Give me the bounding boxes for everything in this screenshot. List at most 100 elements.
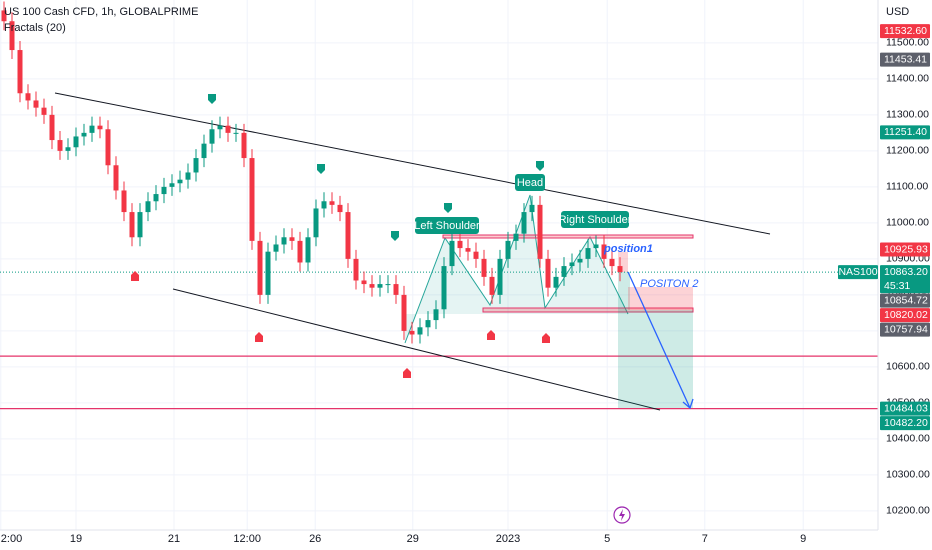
candle-body — [353, 258, 359, 281]
candle-body — [545, 258, 551, 288]
x-tick-label: 26 — [309, 533, 321, 545]
candle-body — [505, 240, 511, 259]
candle-body — [385, 284, 391, 286]
price-tag — [880, 293, 930, 308]
candle-body — [81, 132, 87, 137]
candle-body — [145, 201, 151, 213]
price-tag — [880, 401, 930, 416]
chart-title: US 100 Cash CFD, 1h, GLOBALPRIME — [4, 6, 198, 18]
y-tick-label: 10300.00 — [886, 469, 930, 481]
price-tag — [880, 242, 930, 257]
candle-body — [361, 280, 367, 285]
candle-body — [25, 93, 31, 101]
candle-body — [313, 208, 319, 238]
candle-body — [273, 244, 279, 252]
trend-line — [172, 288, 661, 411]
candle-body — [177, 179, 183, 184]
candle-body — [473, 251, 479, 259]
countdown: 45:31 — [884, 280, 910, 292]
y-tick-label: 11000.00 — [886, 217, 929, 229]
candle-body — [305, 237, 311, 263]
drawings — [54, 92, 771, 411]
resistance-zone — [442, 234, 694, 239]
candle-body — [345, 212, 351, 259]
candle-body — [553, 276, 559, 288]
candles — [1, 1, 623, 344]
fractals — [131, 271, 550, 378]
price-tag-label: 10482.20 — [884, 417, 928, 429]
price-tag — [880, 52, 930, 67]
price-tag — [880, 308, 930, 323]
candle-body — [281, 237, 287, 245]
candle-body — [513, 233, 519, 241]
position-stop — [628, 287, 693, 310]
candle-body — [161, 186, 167, 195]
label-box — [561, 211, 629, 228]
candle-body — [377, 284, 383, 288]
candle-body — [225, 125, 231, 133]
candle-body — [577, 258, 583, 263]
candle-body — [337, 204, 343, 213]
annotations: Left Shoulder Head Right Shoulder positi… — [414, 174, 698, 290]
y-tick-label: 10200.00 — [886, 505, 930, 517]
position-stop — [618, 252, 628, 272]
candle-body — [593, 244, 599, 249]
x-tick-label: 2:00 — [1, 533, 22, 545]
indicator-label: Fractals (20) — [4, 22, 66, 34]
price-tag — [880, 24, 930, 39]
price-tag-label: 10854.72 — [884, 294, 928, 306]
x-tick-label: 7 — [702, 533, 708, 545]
candle-body — [617, 266, 623, 273]
candle-body — [153, 194, 159, 202]
symbol-label: NAS100 — [838, 266, 877, 278]
candle-body — [193, 158, 199, 173]
price-tag — [880, 416, 930, 431]
price-tag-label: 11532.60 — [884, 25, 927, 37]
candle-body — [417, 327, 423, 335]
candle-body — [489, 276, 495, 295]
position-target — [618, 272, 630, 408]
event-icon-bolt — [619, 509, 625, 521]
candle-body — [209, 129, 215, 144]
candle-body — [401, 294, 407, 331]
candle-body — [49, 114, 55, 141]
candle-body — [321, 201, 327, 209]
candle-body — [89, 125, 95, 133]
candle-body — [497, 258, 503, 295]
candle-body — [121, 190, 127, 213]
y-tick-label: 11300.00 — [886, 109, 929, 121]
x-tick-label: 29 — [407, 533, 419, 545]
candle-body — [265, 251, 271, 295]
fractal-up — [391, 231, 399, 241]
candle-body — [241, 132, 247, 159]
candle-body — [289, 237, 295, 241]
annotation: Right Shoulder — [559, 214, 632, 226]
candle-body — [529, 204, 535, 213]
candle-body — [257, 240, 263, 295]
candle-body — [249, 158, 255, 241]
candle-body — [1, 10, 7, 22]
label-box — [515, 174, 545, 191]
candle-body — [481, 258, 487, 277]
fractal-up — [444, 203, 452, 213]
fractal-down — [403, 368, 411, 378]
x-tick-label: 12:00 — [233, 533, 261, 545]
candle-body — [233, 132, 239, 134]
fractal-down — [131, 271, 139, 281]
y-tick-label: 10400.00 — [886, 433, 930, 445]
candle-body — [537, 204, 543, 259]
candle-body — [393, 284, 399, 295]
y-tick-label: 11100.00 — [886, 181, 928, 193]
candle-body — [169, 183, 175, 187]
candle-body — [585, 248, 591, 259]
y-tick-label: 11400.00 — [886, 73, 929, 85]
fractal-down — [487, 330, 495, 340]
candle-body — [217, 125, 223, 130]
price-tag — [880, 125, 930, 140]
candle-body — [609, 258, 615, 267]
x-tick-label: 9 — [800, 533, 806, 545]
price-tag-label: 10484.03 — [884, 402, 928, 414]
candle-body — [129, 212, 135, 238]
fractal-up — [208, 94, 216, 104]
